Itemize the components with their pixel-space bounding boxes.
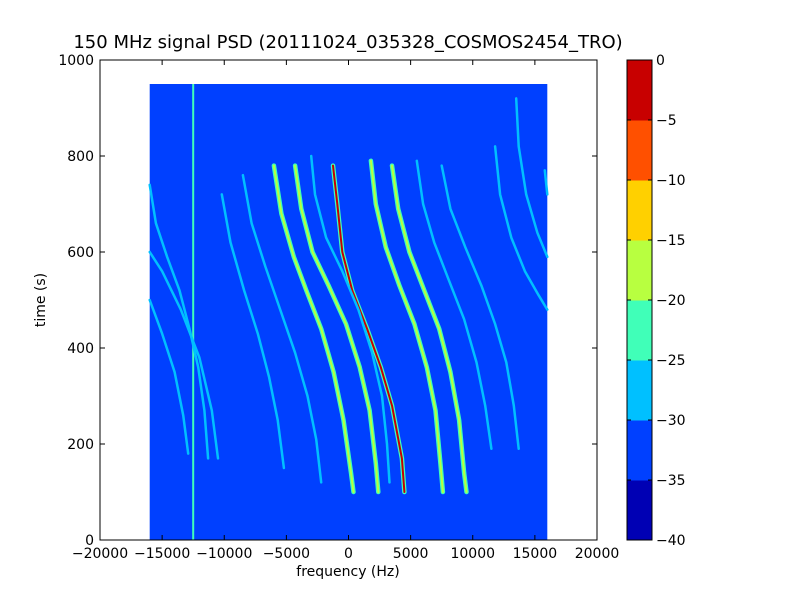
x-tick-label: −15000 — [134, 546, 190, 562]
x-axis-ticks: −20000 −15000 −10000 −5000 0 5000 10000 15000 20… — [72, 60, 619, 562]
colorbar-tick-label: −20 — [656, 293, 686, 309]
signal-trace-4 — [391, 164, 468, 493]
colorbar-tick-label: −15 — [656, 233, 686, 249]
colorbar-tick-label: −25 — [656, 353, 686, 369]
signal-trace-1 — [272, 164, 355, 493]
y-tick-label: 400 — [67, 341, 94, 357]
colorbar-tick-label: −35 — [656, 473, 686, 489]
signal-trace-14 — [493, 145, 549, 311]
colorbar-tick-label: −10 — [656, 173, 686, 189]
colorbar-ticks: 0 −5 −10 −15 −20 −25 −30 −35 −40 — [627, 53, 686, 549]
x-tick-label: 5000 — [393, 546, 429, 562]
colorbar-tick-label: 0 — [656, 53, 665, 69]
signal-trace-5 — [148, 183, 210, 460]
signal-trace-7 — [148, 298, 190, 455]
colorbar-block — [627, 300, 652, 361]
colorbar: 0 −5 −10 −15 −20 −25 −30 −35 −40 — [626, 53, 686, 549]
y-tick-label: 800 — [67, 149, 94, 165]
signal-trace-3 — [369, 159, 444, 493]
x-tick-label: −5000 — [263, 546, 310, 562]
signal-trace-6 — [148, 250, 220, 460]
y-axis-ticks: 0 200 400 600 800 1000 — [58, 53, 597, 549]
colorbar-block — [627, 120, 652, 181]
signal-trace-10 — [309, 154, 391, 484]
y-axis-label: time (s) — [33, 273, 49, 327]
colorbar-tick-label: −5 — [656, 113, 677, 129]
signal-trace-13 — [514, 97, 549, 259]
colorbar-block — [627, 420, 652, 481]
x-tick-label: 15000 — [513, 546, 558, 562]
colorbar-tick-label: −40 — [656, 533, 686, 549]
colorbar-block — [627, 180, 652, 241]
y-tick-label: 1000 — [58, 53, 94, 69]
colorbar-tick-label: −30 — [656, 413, 686, 429]
colorbar-block — [627, 240, 652, 301]
plot-frame — [99, 59, 598, 541]
chart-title: 150 MHz signal PSD (20111024_035328_COSM… — [73, 32, 622, 53]
signal-trace-12 — [440, 164, 520, 451]
colorbar-block — [627, 360, 652, 421]
x-axis-label: frequency (Hz) — [296, 564, 399, 580]
heatmap-layer — [148, 84, 549, 540]
y-tick-label: 0 — [85, 533, 94, 549]
colorbar-block — [627, 480, 652, 541]
signal-trace-15 — [543, 169, 549, 196]
x-tick-label: 0 — [344, 546, 353, 562]
heatmap-background — [149, 84, 548, 540]
y-tick-label: 200 — [67, 437, 94, 453]
x-tick-label: 20000 — [575, 546, 620, 562]
x-tick-label: −10000 — [196, 546, 252, 562]
x-tick-label: 10000 — [450, 546, 495, 562]
signal-trace-0 — [332, 164, 406, 493]
signal-trace-8 — [241, 173, 323, 484]
y-tick-label: 600 — [67, 245, 94, 261]
plot-area: −20000 −15000 −10000 −5000 0 5000 10000 15000 20… — [58, 53, 619, 562]
colorbar-blocks — [627, 60, 652, 541]
x-tick-label: −20000 — [72, 546, 128, 562]
colorbar-block — [627, 60, 652, 121]
signal-trace-11 — [415, 159, 493, 451]
signal-trace-9 — [220, 193, 286, 470]
signal-trace-2 — [294, 164, 380, 493]
